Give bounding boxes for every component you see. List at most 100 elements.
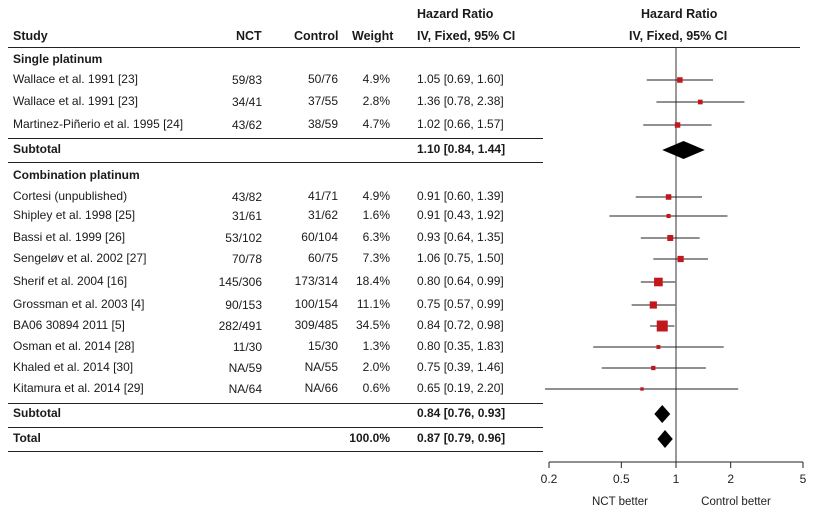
subtotal-rule-top: [8, 403, 543, 404]
study-name: Martinez-Piñerio et al. 1995 [24]: [13, 117, 184, 131]
x-tick-label: 1: [673, 472, 680, 486]
control-events: 100/154: [294, 297, 338, 311]
x-tick-label: 0.2: [541, 472, 558, 486]
hazard-ratio-ci: 1.05 [0.69, 1.60]: [417, 72, 504, 86]
subtotal-hazard-ratio-ci: 1.10 [0.84, 1.44]: [417, 142, 506, 156]
study-weight: 0.6%: [362, 381, 390, 395]
nct-events: 43/62: [231, 118, 262, 132]
effect-square: [665, 194, 672, 200]
nct-events: NA/59: [228, 361, 262, 375]
study-column-header: Study: [13, 29, 48, 43]
hazard-ratio-ci: 0.80 [0.35, 1.83]: [417, 339, 504, 353]
effect-square: [667, 235, 674, 241]
total-label: Total: [13, 431, 41, 445]
control-events: 38/59: [307, 117, 338, 131]
effect-square: [677, 77, 683, 83]
hazard-ratio-ci: 1.36 [0.78, 2.38]: [417, 94, 504, 108]
pooled-diamond: [662, 141, 705, 159]
effect-square: [656, 345, 661, 349]
nct-column-header: NCT: [236, 29, 262, 43]
subtotal-label: Subtotal: [13, 142, 61, 156]
study-weight: 7.3%: [362, 251, 390, 265]
effect-square: [697, 99, 703, 105]
control-events: 15/30: [307, 339, 338, 353]
study-weight: 4.9%: [362, 189, 390, 203]
nct-events: 282/491: [218, 319, 262, 333]
effect-square: [649, 301, 657, 309]
plot-header-top: Hazard Ratio: [641, 7, 718, 21]
study-name: Cortesi (unpublished): [13, 189, 128, 203]
hazard-ratio-ci: 0.91 [0.43, 1.92]: [417, 208, 504, 222]
control-column-header: Control: [294, 29, 339, 43]
total-weight: 100.0%: [349, 431, 390, 445]
control-events: 173/314: [294, 274, 338, 288]
study-name: Osman et al. 2014 [28]: [13, 339, 135, 353]
study-weight: 1.3%: [362, 339, 390, 353]
hazard-ratio-ci: 0.75 [0.57, 0.99]: [417, 297, 504, 311]
control-events: NA/66: [304, 381, 338, 395]
control-events: 37/55: [307, 94, 338, 108]
hr-column-header-sub: IV, Fixed, 95% CI: [417, 29, 516, 43]
study-name: Grossman et al. 2003 [4]: [13, 297, 145, 311]
x-tick-label: 5: [800, 472, 807, 486]
x-tick-label: 2: [727, 472, 734, 486]
subtotal-label: Subtotal: [13, 406, 61, 420]
study-weight: 2.8%: [362, 94, 390, 108]
effect-square: [677, 255, 684, 263]
study-weight: 6.3%: [362, 230, 390, 244]
study-weight: 18.4%: [355, 274, 390, 288]
study-name: Bassi et al. 1999 [26]: [13, 230, 126, 244]
control-events: 60/104: [301, 230, 338, 244]
subtotal-rule-bottom: [8, 427, 543, 428]
study-weight: 34.5%: [355, 318, 390, 332]
study-weight: 11.1%: [356, 297, 390, 311]
nct-events: 53/102: [225, 231, 262, 245]
pooled-diamond: [654, 405, 671, 423]
nct-events: 43/82: [231, 190, 262, 204]
effect-square: [666, 213, 671, 219]
nct-events: 31/61: [231, 209, 262, 223]
study-name: Wallace et al. 1991 [23]: [13, 94, 138, 108]
group-heading: Combination platinum: [13, 168, 140, 182]
total-hazard-ratio-ci: 0.87 [0.79, 0.96]: [417, 431, 506, 445]
subtotal-rule-bottom: [8, 162, 543, 163]
study-name: Shipley et al. 1998 [25]: [13, 208, 136, 222]
hazard-ratio-ci: 0.65 [0.19, 2.20]: [417, 381, 504, 395]
left-direction-label: NCT better: [592, 496, 648, 508]
hr-column-header-top: Hazard Ratio: [417, 7, 494, 21]
control-events: 31/62: [307, 208, 338, 222]
control-events: 50/76: [307, 72, 338, 86]
header-rule: [8, 47, 800, 48]
effect-square: [651, 365, 656, 371]
plot-header-sub: IV, Fixed, 95% CI: [629, 29, 728, 43]
weight-column-header: Weight: [352, 29, 394, 43]
control-events: 60/75: [307, 251, 338, 265]
nct-events: 11/30: [232, 340, 262, 354]
subtotal-hazard-ratio-ci: 0.84 [0.76, 0.93]: [417, 406, 506, 420]
control-events: 41/71: [307, 189, 338, 203]
total-rule-bottom: [8, 451, 543, 452]
study-weight: 2.0%: [362, 360, 390, 374]
study-name: Sherif et al. 2004 [16]: [13, 274, 128, 288]
x-tick-label: 0.5: [613, 472, 630, 486]
study-weight: 4.9%: [362, 72, 390, 86]
group-heading: Single platinum: [13, 52, 103, 66]
subtotal-rule-top: [8, 138, 543, 139]
nct-events: NA/64: [228, 382, 262, 396]
nct-events: 90/153: [225, 298, 262, 312]
nct-events: 34/41: [231, 95, 262, 109]
study-weight: 4.7%: [362, 117, 390, 131]
control-events: NA/55: [304, 360, 338, 374]
nct-events: 59/83: [231, 73, 262, 87]
study-name: Wallace et al. 1991 [23]: [13, 72, 138, 86]
hazard-ratio-ci: 0.84 [0.72, 0.98]: [417, 318, 504, 332]
hazard-ratio-ci: 0.75 [0.39, 1.46]: [417, 360, 504, 374]
study-name: BA06 30894 2011 [5]: [13, 318, 125, 332]
study-name: Kitamura et al. 2014 [29]: [13, 381, 144, 395]
hazard-ratio-ci: 0.80 [0.64, 0.99]: [417, 274, 504, 288]
hazard-ratio-ci: 1.06 [0.75, 1.50]: [417, 251, 504, 265]
control-events: 309/485: [294, 318, 338, 332]
hazard-ratio-ci: 1.02 [0.66, 1.57]: [417, 117, 504, 131]
effect-square: [674, 122, 681, 128]
